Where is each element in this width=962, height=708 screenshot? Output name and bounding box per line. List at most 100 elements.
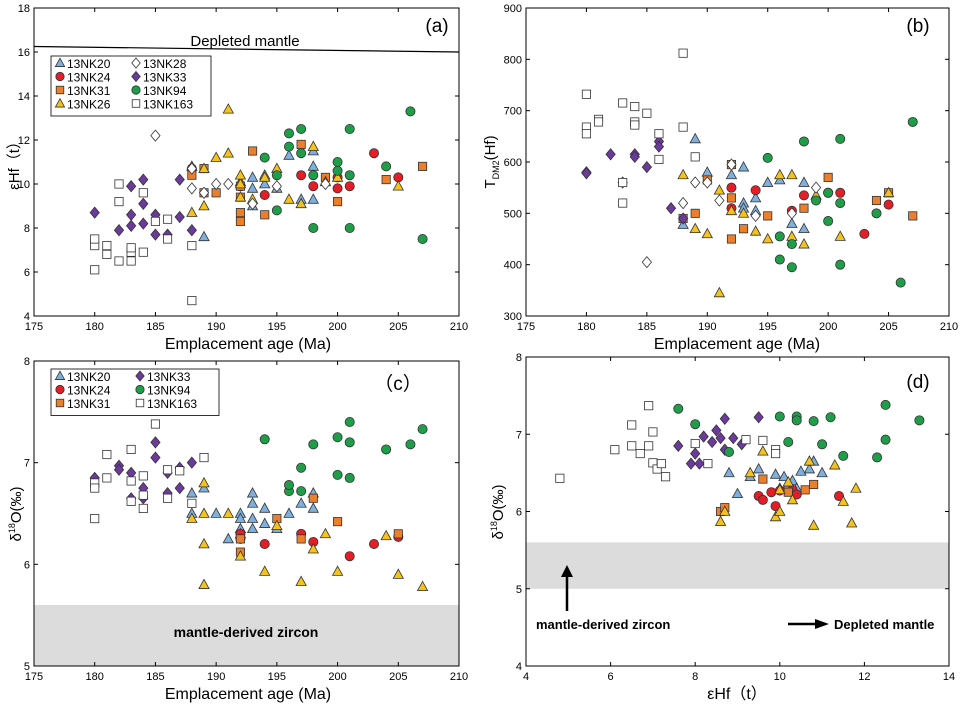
- point-13nk94: [332, 432, 343, 443]
- point-13nk94: [296, 148, 307, 159]
- point-13nk94: [895, 277, 906, 288]
- point-13nk163: [163, 214, 173, 224]
- point-13nk33: [89, 206, 100, 219]
- point-13nk163: [175, 466, 185, 476]
- point-13nk24: [798, 190, 809, 201]
- x-tick-label: 190: [207, 321, 225, 333]
- point-13nk33: [113, 463, 125, 476]
- point-13nk20: [258, 517, 271, 528]
- point-13nk33: [126, 219, 137, 232]
- point-13nk26: [850, 482, 862, 493]
- point-13nk20: [701, 166, 714, 177]
- point-13nk26: [234, 169, 247, 180]
- point-13nk20: [246, 182, 259, 193]
- x-tick-label: 195: [268, 321, 286, 333]
- point-13nk163: [642, 108, 652, 118]
- point-13nk94: [907, 116, 918, 127]
- point-13nk26: [416, 580, 429, 592]
- point-13nk28: [786, 207, 798, 220]
- point-13nk24: [296, 170, 307, 181]
- point-13nk163: [102, 449, 112, 460]
- point-13nk33: [186, 224, 197, 237]
- point-13nk163: [126, 444, 136, 454]
- point-13nk33: [138, 197, 149, 210]
- x-tick-label: 190: [698, 321, 716, 333]
- point-13nk26: [234, 550, 247, 561]
- point-13nk33: [653, 140, 665, 153]
- legend-marker-13nk20: [54, 370, 66, 380]
- point-13nk31: [235, 208, 245, 218]
- point-13nk28: [150, 129, 161, 142]
- panel-a-ylabel: εHf（t）: [6, 134, 23, 190]
- point-13nk163: [114, 197, 124, 207]
- point-13nk163: [102, 473, 112, 483]
- panel-d-label: (d): [906, 372, 929, 393]
- panel-b: 175 180 185 190 195 200 205 210 300 400 500 600 700 8…: [482, 3, 958, 353]
- point-13nk20: [222, 532, 235, 544]
- point-13nk163: [703, 459, 713, 469]
- point-13nk26: [725, 204, 738, 216]
- point-13nk163: [163, 493, 173, 503]
- point-13nk24: [259, 539, 270, 550]
- point-13nk26: [198, 162, 210, 173]
- point-13nk33: [150, 228, 161, 241]
- legend-marker-13nk31: [55, 398, 65, 408]
- point-13nk163: [102, 249, 112, 259]
- point-13nk163: [627, 441, 637, 451]
- x-tick-label: 205: [879, 321, 897, 333]
- point-13nk26: [186, 512, 198, 523]
- point-13nk163: [648, 427, 658, 437]
- legend-marker-13nk31: [55, 85, 65, 95]
- point-13nk28: [641, 255, 652, 269]
- x-tick-label: 6: [608, 671, 614, 683]
- point-13nk94: [308, 170, 319, 181]
- point-13nk20: [246, 487, 259, 498]
- point-13nk163: [163, 234, 173, 244]
- point-13nk163: [656, 459, 666, 469]
- legend-marker-13nk33: [135, 370, 145, 382]
- point-13nk20: [234, 512, 247, 523]
- point-13nk94: [259, 152, 270, 163]
- point-13nk26: [782, 476, 794, 487]
- x-tick-label: 12: [858, 671, 870, 683]
- point-13nk94: [673, 403, 684, 414]
- panel-c-band-label: mantle-derived zircon: [174, 624, 319, 640]
- point-13nk31: [333, 197, 343, 207]
- point-13nk31: [739, 224, 749, 234]
- point-13nk20: [246, 512, 259, 523]
- point-13nk94: [835, 259, 846, 270]
- x-tick-label: 200: [328, 671, 346, 683]
- y-tick-label: 600: [504, 157, 522, 169]
- point-13nk26: [845, 516, 858, 528]
- point-13nk33: [174, 173, 185, 186]
- point-13nk26: [719, 505, 731, 516]
- point-13nk20: [761, 176, 774, 187]
- point-13nk24: [859, 228, 870, 239]
- point-13nk26: [774, 168, 786, 180]
- point-13nk94: [786, 239, 797, 250]
- point-13nk94: [791, 415, 802, 426]
- legend-marker-13nk24: [55, 71, 65, 82]
- point-13nk26: [186, 206, 198, 217]
- point-13nk20: [258, 502, 271, 513]
- point-13nk26: [713, 286, 726, 298]
- panel-c-xlabel: Emplacement age (Ma): [165, 686, 331, 703]
- point-13nk94: [690, 419, 701, 430]
- point-13nk163: [114, 179, 124, 189]
- point-13nk163: [678, 122, 688, 132]
- y-tick-label: 7: [24, 458, 30, 470]
- point-13nk163: [627, 420, 637, 430]
- y-tick-label: 12: [18, 135, 30, 147]
- point-13nk33: [113, 224, 125, 237]
- point-13nk26: [757, 445, 769, 456]
- point-13nk28: [810, 181, 822, 194]
- point-13nk20: [246, 171, 259, 182]
- point-13nk26: [283, 193, 295, 204]
- point-13nk20: [689, 132, 701, 144]
- panel-b-points: [581, 48, 918, 298]
- x-tick-label: 10: [774, 671, 786, 683]
- point-13nk24: [750, 185, 761, 196]
- point-13nk31: [726, 234, 736, 244]
- point-13nk163: [138, 471, 148, 481]
- point-13nk26: [222, 103, 235, 114]
